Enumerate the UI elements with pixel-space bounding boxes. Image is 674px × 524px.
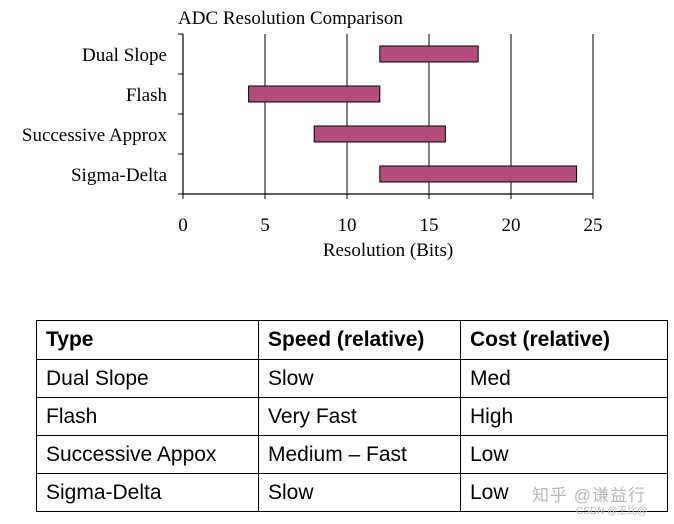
cell-type: Dual Slope [36, 359, 259, 398]
cell-cost: Med [460, 359, 668, 398]
table-row: Flash Very Fast High [36, 397, 668, 436]
table-row: Successive Appox Medium – Fast Low [36, 435, 668, 474]
x-tick-label: 25 [584, 215, 603, 236]
category-label: Sigma-Delta [71, 165, 168, 186]
header-speed: Speed (relative) [258, 320, 461, 360]
cell-cost: Low [460, 435, 668, 474]
header-type: Type [36, 320, 259, 360]
category-label: Successive Approx [22, 125, 168, 146]
header-cost: Cost (relative) [460, 320, 668, 360]
x-tick-label: 15 [420, 215, 439, 236]
cell-type: Successive Appox [36, 435, 259, 474]
bar-flash [248, 85, 381, 103]
x-tick-label: 0 [178, 215, 188, 236]
watermark: 知乎 @谦益行 [532, 486, 646, 505]
cell-speed: Slow [258, 473, 461, 512]
x-tick-labels: 0 5 10 15 20 25 [178, 215, 602, 236]
x-axis-label: Resolution (Bits) [323, 240, 453, 261]
adc-comparison-table: Type Speed (relative) Cost (relative) Du… [36, 320, 668, 512]
chart-bars [248, 45, 578, 183]
table-row: Sigma-Delta Slow Low [36, 473, 668, 512]
cell-speed: Medium – Fast [258, 435, 461, 474]
x-tick-label: 10 [338, 215, 357, 236]
x-tick-label: 20 [502, 215, 521, 236]
bar-successive-approx [313, 125, 446, 143]
cell-type: Flash [36, 397, 259, 436]
category-label: Dual Slope [82, 45, 167, 66]
category-label: Flash [126, 85, 168, 106]
cell-cost: Low [460, 473, 668, 512]
x-tick-label: 5 [260, 215, 270, 236]
category-labels: Dual Slope Flash Successive Approx Sigma-De… [22, 45, 168, 186]
table-row: Dual Slope Slow Med [36, 359, 668, 398]
watermark-sub: CSDN @王比@ [576, 506, 648, 517]
bar-dual-slope [379, 45, 479, 63]
cell-speed: Slow [258, 359, 461, 398]
cell-type: Sigma-Delta [36, 473, 259, 512]
cell-cost: High [460, 397, 668, 436]
cell-speed: Very Fast [258, 397, 461, 436]
table-header-row: Type Speed (relative) Cost (relative) [36, 320, 668, 360]
adc-resolution-chart: ADC Resolution Comparison Dual Slope Flas… [22, 8, 603, 261]
chart-title: ADC Resolution Comparison [178, 8, 403, 29]
chart-axes [178, 33, 594, 199]
bar-sigma-delta [379, 165, 578, 183]
